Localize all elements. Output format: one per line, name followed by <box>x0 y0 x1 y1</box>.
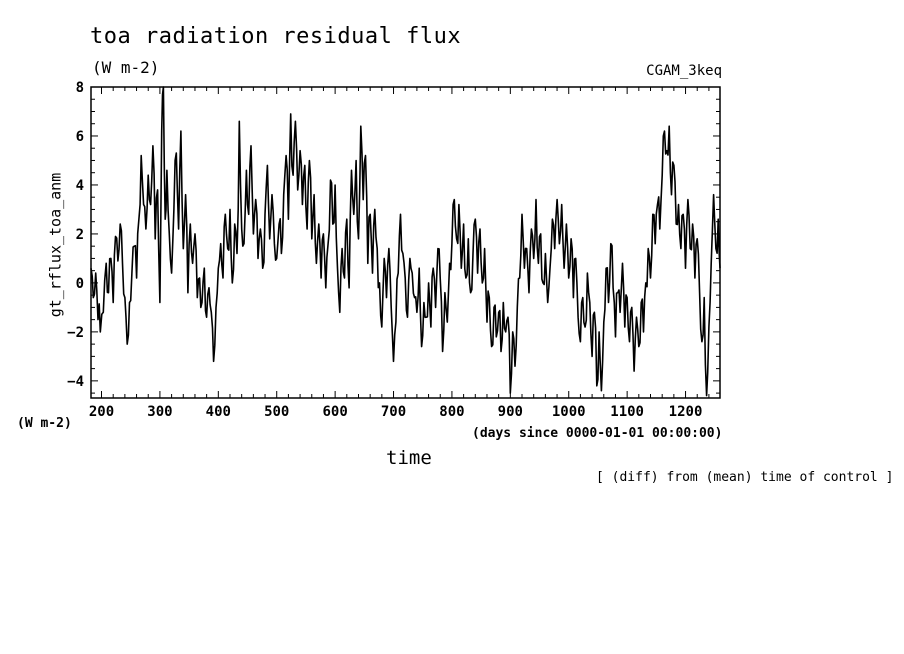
y-tick-label: 0 <box>76 276 84 292</box>
y-tick-label: 8 <box>76 80 84 96</box>
y-tick-label: 2 <box>76 227 84 243</box>
x-tick-label: 200 <box>89 404 114 420</box>
x-axis-units: (days since 0000-01-01 00:00:00) <box>472 426 723 441</box>
series-layer <box>90 86 721 397</box>
y-tick-label: 4 <box>76 178 84 194</box>
x-tick-label: 1100 <box>610 404 644 420</box>
comparison-note: [ (diff) from (mean) time of control ] <box>596 470 894 485</box>
y-axis-units: (W m-2) <box>17 416 72 431</box>
x-tick-label: 700 <box>381 404 406 420</box>
y-tick-label: 6 <box>76 129 84 145</box>
x-tick-label: 900 <box>498 404 523 420</box>
chart-title: toa radiation residual flux <box>90 24 462 49</box>
x-tick-label: 600 <box>322 404 347 420</box>
x-axis-label: time <box>386 447 432 469</box>
x-tick-label: 800 <box>439 404 464 420</box>
x-tick-label: 500 <box>264 404 289 420</box>
y-tick-label: −2 <box>67 325 84 341</box>
x-tick-label: 300 <box>147 404 172 420</box>
ticks-layer: 200 300 400 500 600 700 800 900 1000 1100 1200 −4 −2… <box>67 80 720 420</box>
plot-frame <box>90 86 721 399</box>
run-label: CGAM_3keq <box>646 63 722 79</box>
y-tick-label: −4 <box>67 374 84 390</box>
series-line-0 <box>90 86 721 397</box>
chart-subtitle-units: (W m-2) <box>92 58 160 77</box>
x-tick-label: 1000 <box>552 404 586 420</box>
x-tick-label: 400 <box>206 404 231 420</box>
x-tick-label: 1200 <box>669 404 703 420</box>
